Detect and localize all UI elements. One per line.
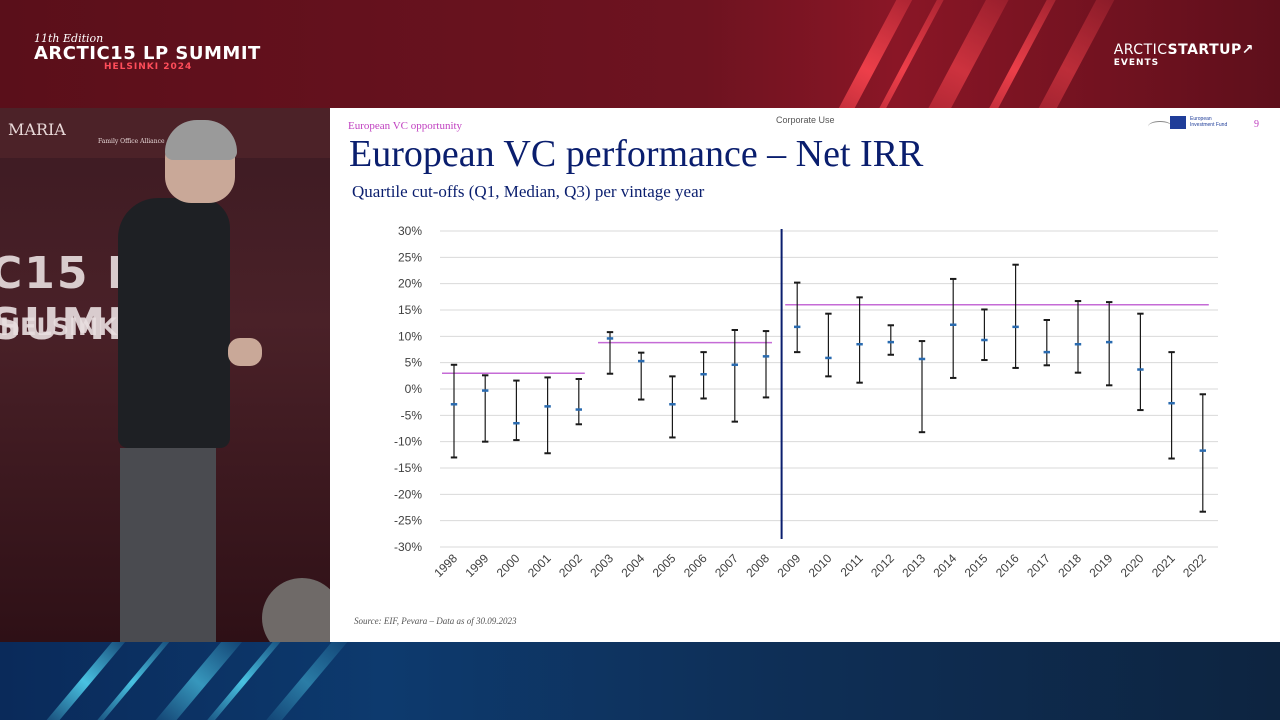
quartile-bar <box>794 281 801 354</box>
slide-source-note: Source: EIF, Pevara – Data as of 30.09.2… <box>354 616 517 626</box>
x-tick-label: 2012 <box>868 551 897 580</box>
banner-streak <box>146 642 250 720</box>
bottom-banner <box>0 642 1280 720</box>
x-tick-label: 2013 <box>899 551 928 580</box>
y-tick-label: 5% <box>405 356 423 370</box>
x-tick-label: 1998 <box>431 551 460 580</box>
x-tick-label: 2019 <box>1087 551 1116 580</box>
speaker-hair <box>165 120 237 160</box>
quartile-bar <box>950 277 957 379</box>
audience-member-head <box>262 578 330 642</box>
x-tick-label: 2006 <box>681 551 710 580</box>
quartile-bar <box>1168 351 1175 460</box>
banner-streak <box>36 642 134 720</box>
y-tick-label: 10% <box>398 329 422 343</box>
y-tick-label: -30% <box>394 540 422 554</box>
quartile-bar <box>575 377 582 426</box>
quartile-bar <box>856 296 863 384</box>
quartile-bar <box>887 324 894 356</box>
y-tick-label: 15% <box>398 303 422 317</box>
sponsor-logo: MARIA <box>8 120 66 139</box>
x-tick-label: 2014 <box>931 551 960 580</box>
sponsor-logo: Family Office Alliance <box>98 138 165 145</box>
x-tick-label: 2008 <box>743 551 772 580</box>
event-logo: 11th Edition ARCTIC15 LP SUMMIT HELSINKI… <box>34 32 261 72</box>
x-tick-label: 2010 <box>806 551 835 580</box>
quartile-bar <box>1074 300 1082 374</box>
organizer-logo: ARCTICSTARTUP↗ EVENTS <box>1114 42 1254 68</box>
x-tick-label: 2022 <box>1180 551 1209 580</box>
organizer-name: ARCTICSTARTUP↗ <box>1114 42 1254 58</box>
x-tick-label: 2009 <box>775 551 804 580</box>
organizer-name-bold: STARTUP↗ <box>1167 42 1254 58</box>
quartile-bar <box>1106 301 1113 387</box>
quartile-bar <box>450 363 458 459</box>
quartile-bar <box>606 331 614 375</box>
quartile-bar <box>482 374 489 443</box>
slide-classification: Corporate Use <box>776 115 835 125</box>
event-edition: 11th Edition <box>34 32 104 45</box>
quartile-bar <box>638 351 645 401</box>
y-tick-label: -25% <box>394 514 422 528</box>
quartile-bar <box>918 340 926 434</box>
quartile-bar <box>825 312 832 378</box>
y-tick-label: 0% <box>405 382 423 396</box>
quartile-bar <box>1199 393 1206 513</box>
x-tick-label: 2002 <box>556 551 585 580</box>
eif-logo: European Investment Fund <box>1148 113 1234 133</box>
speaker-jacket <box>118 198 230 448</box>
y-tick-label: -15% <box>394 461 422 475</box>
slide-title: European VC performance – Net IRR <box>349 133 924 175</box>
quartile-bar <box>513 379 520 442</box>
slide-section-label: European VC opportunity <box>348 120 463 132</box>
event-name: ARCTIC15 LP SUMMIT <box>34 43 261 64</box>
quartile-bar <box>544 376 551 455</box>
x-tick-label: 2021 <box>1149 551 1178 580</box>
y-tick-label: -5% <box>401 408 423 422</box>
event-city: HELSINKI 2024 <box>104 62 193 72</box>
speaker-legs <box>120 448 216 642</box>
x-tick-label: 2011 <box>838 551 866 579</box>
x-tick-label: 2007 <box>712 551 741 580</box>
quartile-bar <box>1012 263 1019 369</box>
quartile-bar <box>981 308 988 362</box>
x-tick-label: 2004 <box>619 551 648 580</box>
stage-camera-view: MARIA Family Office Alliance C15 LP SUMM… <box>0 108 330 642</box>
banner-streak <box>256 642 356 720</box>
y-tick-label: 25% <box>398 250 422 264</box>
slide-subtitle: Quartile cut-offs (Q1, Median, Q3) per v… <box>352 182 705 201</box>
speaker-hand <box>228 338 262 366</box>
eif-logo-text: European Investment Fund <box>1190 116 1228 128</box>
y-tick-label: -10% <box>394 435 422 449</box>
x-tick-label: 2000 <box>494 551 523 580</box>
organizer-sub: EVENTS <box>1113 58 1160 68</box>
x-tick-label: 2018 <box>1055 551 1084 580</box>
quartile-bar <box>700 351 707 400</box>
organizer-name-light: ARCTIC <box>1113 42 1168 58</box>
quartile-bar <box>1137 312 1144 412</box>
quartile-bar <box>669 375 676 439</box>
slide-number: 9 <box>1254 119 1259 130</box>
eu-flag-icon <box>1170 116 1186 129</box>
x-tick-label: 2005 <box>650 551 679 580</box>
quartile-bar <box>1043 319 1050 367</box>
irr-quartile-chart: 30% 25% 20% 15% 10% 5% 0% -5% -10% -15% -20% -25% -3… <box>394 224 1218 580</box>
x-tick-label: 2017 <box>1024 551 1053 580</box>
y-tick-label: 30% <box>398 224 422 238</box>
x-tick-label: 2016 <box>993 551 1022 580</box>
x-tick-label: 1999 <box>463 551 492 580</box>
x-tick-label: 2003 <box>587 551 616 580</box>
presentation-slide: European VC opportunity Corporate Use Eu… <box>330 108 1280 642</box>
y-tick-label: 20% <box>398 277 422 291</box>
y-tick-label: -20% <box>394 487 422 501</box>
eif-swoosh-icon <box>1148 121 1172 132</box>
event-banner: 11th Edition ARCTIC15 LP SUMMIT HELSINKI… <box>0 0 1280 108</box>
quartile-bar <box>731 329 738 423</box>
x-tick-label: 2015 <box>962 551 991 580</box>
quartile-bar <box>762 330 770 399</box>
x-tick-label: 2020 <box>1118 551 1147 580</box>
x-tick-label: 2001 <box>525 551 554 580</box>
